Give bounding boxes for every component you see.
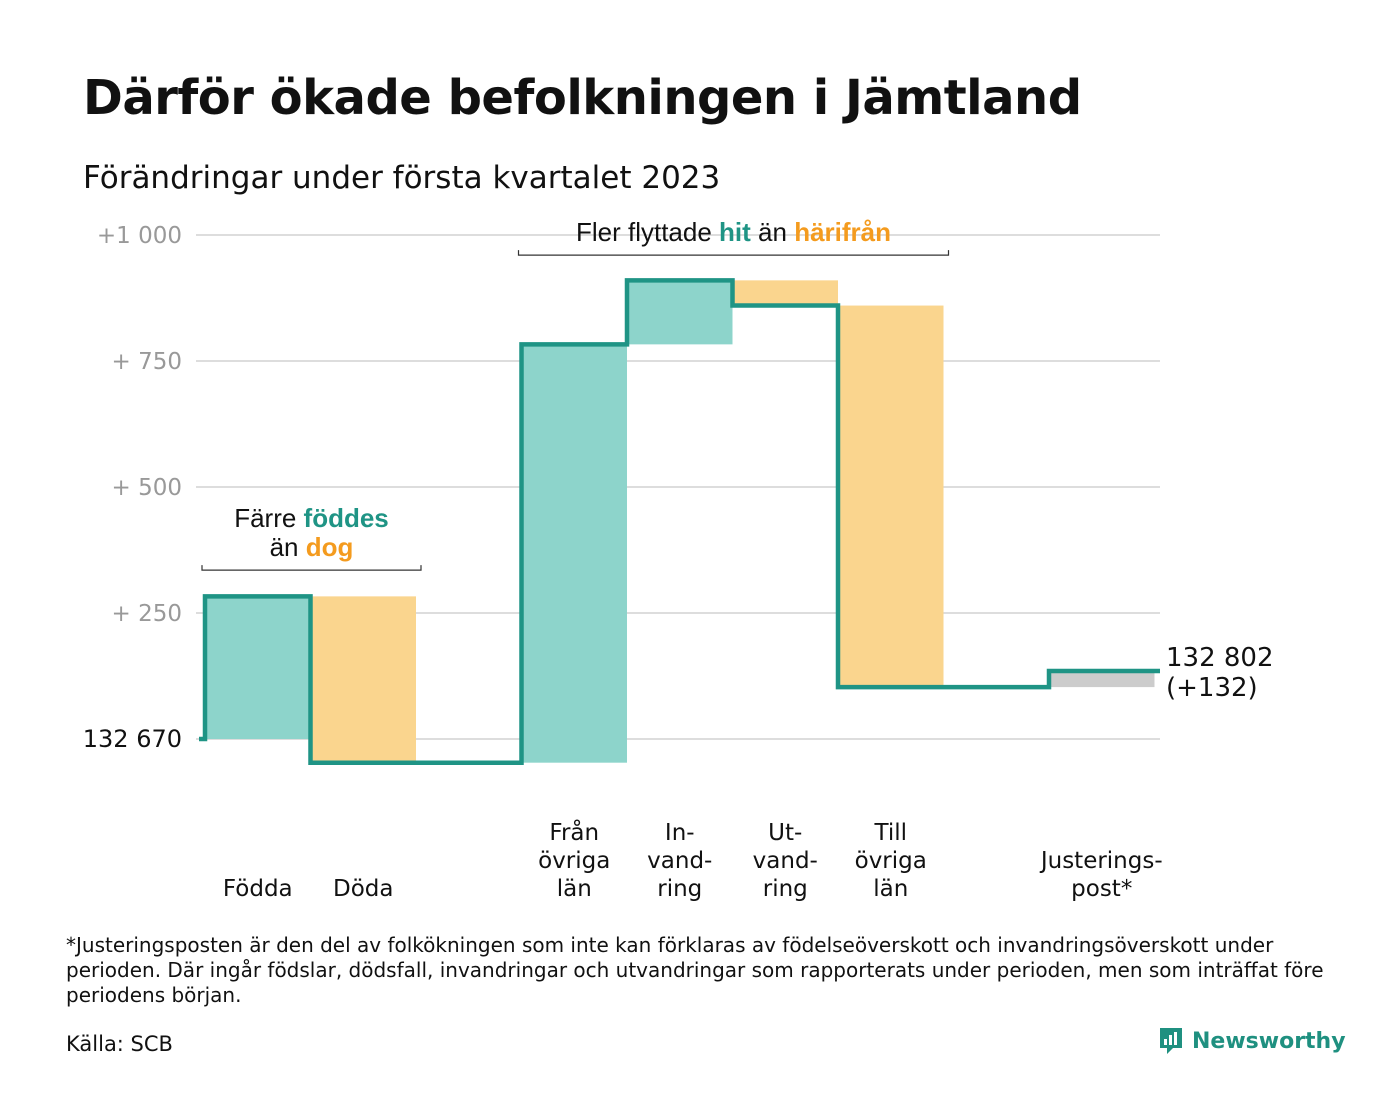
- chart-subtitle: Förändringar under första kvartalet 2023: [83, 160, 721, 196]
- category-label: ring: [657, 876, 702, 902]
- y-tick-label: + 250: [112, 601, 182, 627]
- category-label: Till: [873, 820, 907, 846]
- y-tick-label: +1 000: [97, 223, 182, 249]
- category-label: Ut-: [768, 820, 802, 846]
- waterfall-chart: + 250+ 500+ 750+1 000 Födda DödaFrånövrig…: [83, 217, 1274, 902]
- annotation-segment-decrease: härifrån: [794, 217, 891, 247]
- annotation-bracket: [517, 250, 950, 256]
- category-label: län: [873, 876, 908, 902]
- y-tick-label: + 500: [112, 475, 182, 501]
- bar-decrease: [838, 305, 944, 688]
- annotation-segment-plain: Fler flyttade: [576, 217, 719, 247]
- running-total-line: [199, 278, 1160, 765]
- annotation-segment-increase: föddes: [304, 503, 389, 533]
- annotation-text: än dog: [270, 532, 354, 562]
- category-label: län: [557, 876, 592, 902]
- category-label: Från: [549, 818, 599, 846]
- category-label: vand-: [753, 848, 818, 874]
- source-note: Källa: SCB: [66, 1032, 173, 1056]
- category-label: post*: [1071, 876, 1132, 902]
- footnote: *Justeringsposten är den del av folkökni…: [66, 933, 1324, 1007]
- newsworthy-logo-text: Newsworthy: [1192, 1028, 1346, 1054]
- category-label: Födda: [223, 876, 293, 902]
- bar-increase: [627, 280, 733, 345]
- y-tick-label: + 750: [112, 349, 182, 375]
- bar-decrease: [310, 596, 416, 763]
- bar-decrease: [732, 280, 838, 306]
- baseline-value-label: 132 670: [83, 725, 182, 753]
- category-label: Döda: [333, 876, 393, 902]
- annotation-text: Färre föddes: [234, 503, 389, 533]
- annotation-segment-plain: än: [751, 217, 794, 247]
- category-label: övriga: [538, 848, 610, 874]
- annotation-text: Fler flyttade hit än härifrån: [576, 217, 891, 247]
- category-label: övriga: [855, 848, 927, 874]
- annotation-segment-plain: än: [270, 532, 306, 562]
- bar-adjustment: [1049, 670, 1155, 688]
- bar-increase: [205, 596, 311, 739]
- category-label: vand-: [647, 848, 712, 874]
- chart-title: Därför ökade befolkningen i Jämtland: [83, 70, 1082, 126]
- category-label: ring: [763, 876, 808, 902]
- annotation-segment-decrease: dog: [306, 532, 354, 562]
- category-label: In-: [665, 820, 695, 846]
- newsworthy-logo: Newsworthy: [1158, 1026, 1346, 1056]
- end-value-label: 132 802: [1166, 643, 1274, 673]
- annotation-segment-plain: Färre: [234, 503, 303, 533]
- bar-increase: [521, 344, 627, 763]
- newsworthy-logo-icon: [1160, 1028, 1182, 1054]
- end-change-label: (+132): [1166, 673, 1258, 703]
- category-label: Justerings-: [1039, 848, 1163, 874]
- annotation-segment-increase: hit: [719, 217, 751, 247]
- annotation-bracket: [201, 565, 422, 571]
